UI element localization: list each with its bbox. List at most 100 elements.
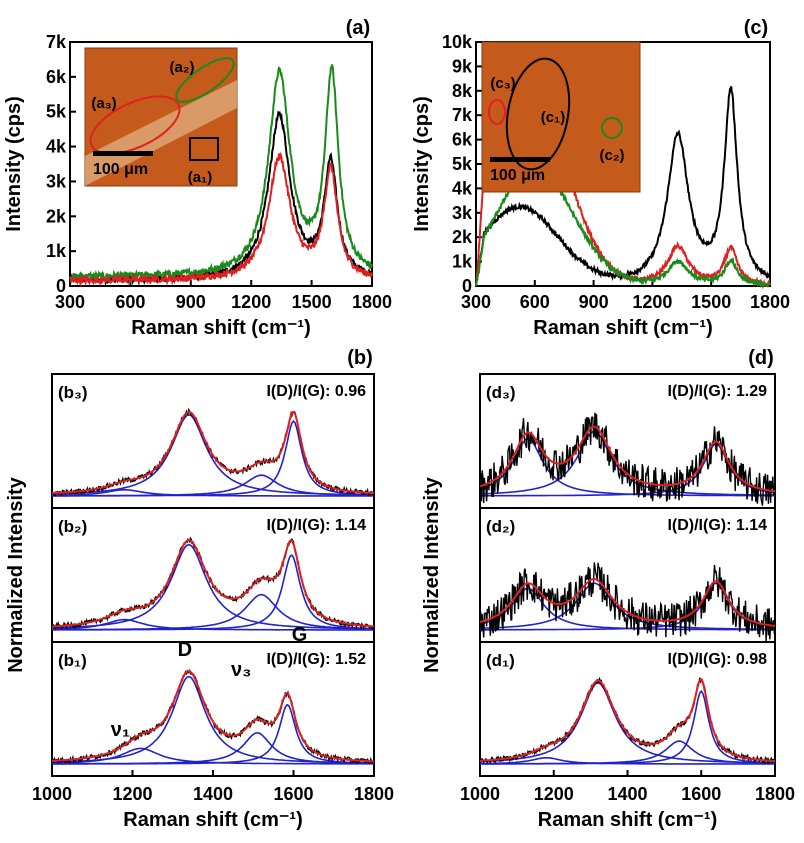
y-tick-label: 4k	[46, 137, 67, 157]
inset-label: (c₃)	[490, 75, 515, 92]
measured-spectrum	[51, 407, 375, 497]
y-tick-label: 0	[56, 276, 66, 296]
ratio-label: I(D)/I(G): 1.29	[667, 383, 767, 400]
subpanel-label: (b₃)	[58, 383, 88, 402]
measured-spectrum	[51, 668, 375, 765]
x-tick-label: 900	[579, 292, 609, 312]
fit-component-1	[52, 543, 375, 630]
inset-label: (c₂)	[600, 147, 625, 164]
x-tick-label: 1500	[292, 292, 332, 312]
ratio-label: I(D)/I(G): 1.14	[667, 517, 767, 534]
subpanel-label: (b₁)	[58, 651, 87, 670]
x-tick-label: 1800	[750, 292, 790, 312]
ratio-label: I(D)/I(G): 1.52	[266, 651, 366, 668]
region-marker-c2	[601, 117, 623, 139]
ratio-label: I(D)/I(G): 0.96	[266, 383, 366, 400]
ratio-label: I(D)/I(G): 0.98	[667, 651, 767, 668]
inset-label: (a₂)	[170, 59, 195, 76]
fit-envelope	[479, 678, 775, 762]
y-tick-label: 2k	[452, 227, 473, 247]
x-tick-label: 1600	[273, 784, 313, 804]
chart-panel-a: 300 600 900 1200 1500 1800 0 1k 2k 3k 4k 5k 6k 7k Rama…	[3, 17, 392, 339]
scale-bar	[490, 157, 550, 162]
x-tick-label: 1200	[534, 784, 574, 804]
x-axis-label: Raman shift (cm⁻¹)	[131, 317, 310, 339]
scale-bar	[93, 151, 153, 156]
flake-region	[85, 80, 237, 186]
region-marker-a1	[189, 137, 219, 161]
y-tick-label: 10k	[442, 32, 473, 52]
x-tick-label: 1800	[755, 784, 795, 804]
x-tick-label: 1000	[32, 784, 72, 804]
panel-label: (b)	[347, 347, 373, 369]
y-tick-label: 7k	[46, 32, 67, 52]
measured-spectrum	[479, 412, 776, 506]
x-tick-label: 900	[176, 292, 206, 312]
scale-bar-label: 100 μm	[490, 167, 545, 184]
x-tick-label: 600	[115, 292, 145, 312]
measured-spectrum	[479, 562, 776, 642]
y-tick-label: 7k	[452, 105, 473, 125]
fit-component-3	[52, 703, 374, 765]
y-tick-label: 0	[462, 276, 472, 296]
y-axis-label: Normalized Intensity	[5, 476, 27, 672]
fit-envelope	[52, 539, 375, 628]
plot-frame	[69, 41, 373, 287]
y-tick-label: 8k	[452, 81, 473, 101]
scale-bar-label: 100 μm	[93, 161, 148, 178]
x-tick-label: 1800	[352, 292, 392, 312]
fit-envelope	[479, 578, 776, 627]
fit-component-3	[52, 554, 374, 631]
y-tick-label: 3k	[46, 171, 67, 191]
fit-component-3	[480, 689, 776, 765]
x-tick-label: 300	[55, 292, 85, 312]
peak-annotation: ν₁	[111, 719, 130, 741]
x-axis-label: Raman shift (cm⁻¹)	[538, 809, 717, 831]
region-marker-a2	[175, 57, 235, 103]
panel-label: (a)	[346, 17, 370, 39]
x-tick-label: 1400	[193, 784, 233, 804]
y-tick-label: 6k	[452, 130, 473, 150]
fit-component-3	[52, 419, 374, 497]
inset-micrograph: (c₃) (c₁) (c₂) 100 μm	[481, 41, 641, 193]
y-axis-label: Intensity (cps)	[411, 96, 433, 232]
x-tick-label: 1200	[112, 784, 152, 804]
x-tick-label: 1500	[691, 292, 731, 312]
x-axis-label: Raman shift (cm⁻¹)	[533, 317, 712, 339]
x-tick-label: 300	[461, 292, 491, 312]
y-axis-label: Intensity (cps)	[3, 96, 25, 232]
subpanel-label: (d₂)	[486, 517, 515, 536]
x-tick-label: 1000	[460, 784, 500, 804]
y-tick-label: 4k	[452, 178, 473, 198]
x-tick-label: 1800	[354, 784, 394, 804]
y-tick-label: 3k	[452, 203, 473, 223]
subpanel-label: (d₃)	[486, 383, 516, 402]
fit-envelope	[52, 410, 375, 495]
ratio-label: I(D)/I(G): 1.14	[266, 517, 366, 534]
subpanel-label: (d₁)	[486, 651, 515, 670]
plot-frame	[51, 373, 375, 777]
peak-annotation: D	[178, 639, 192, 661]
y-tick-label: 2k	[46, 206, 67, 226]
region-marker-c1	[505, 57, 571, 171]
x-tick-label: 1400	[607, 784, 647, 804]
chart-panel-c: 300 600 900 1200 1500 1800 0 1k 2k 3k 4k 5k 6k 7k 8k 9k…	[411, 17, 790, 339]
fit-envelope	[479, 425, 776, 493]
x-tick-label: 1200	[231, 292, 271, 312]
region-marker-a3	[89, 95, 181, 155]
y-tick-label: 1k	[46, 241, 67, 261]
region-marker-c3	[488, 99, 506, 125]
measured-spectrum	[479, 676, 776, 765]
inset-label: (a₁)	[188, 169, 213, 186]
y-tick-label: 6k	[46, 67, 67, 87]
series-line-2	[69, 151, 373, 288]
subpanel-label: (b₂)	[58, 517, 87, 536]
y-tick-label: 5k	[46, 102, 67, 122]
series-line-1	[69, 64, 373, 282]
y-tick-label: 9k	[452, 56, 473, 76]
y-axis-label: Normalized Intensity	[421, 476, 443, 672]
x-axis-label: Raman shift (cm⁻¹)	[123, 809, 302, 831]
x-tick-label: 600	[520, 292, 550, 312]
x-tick-label: 1200	[632, 292, 672, 312]
